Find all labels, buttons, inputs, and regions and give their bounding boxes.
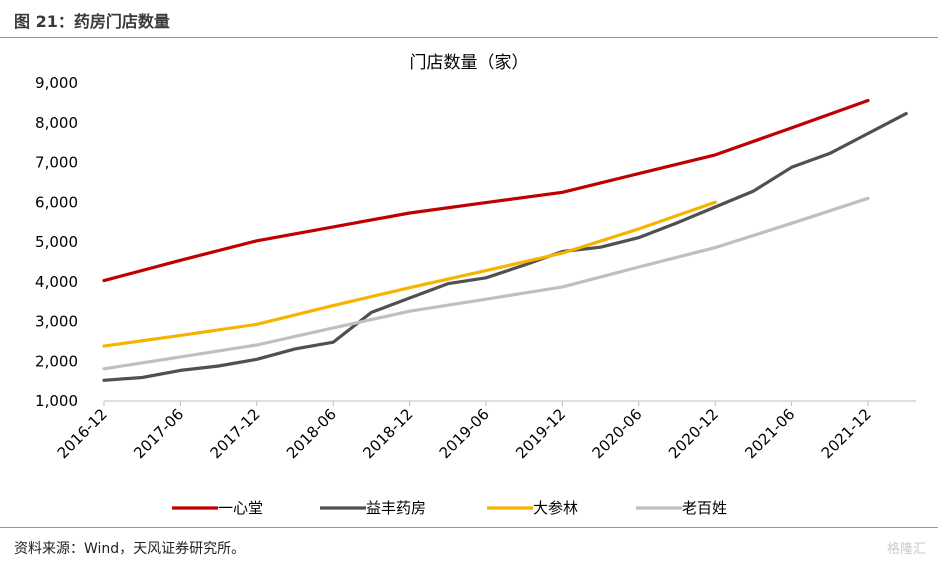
y-tick-label: 1,000 [35,392,78,410]
bottom-divider [0,527,938,528]
legend-label: 老百姓 [682,499,727,517]
legend-label: 益丰药房 [366,499,426,517]
line-chart: 门店数量（家） 1,000 2,000 3,000 4,000 5,000 6,000 7,… [35,53,917,517]
x-tick-label: 2020-12 [665,405,722,462]
y-tick-label: 4,000 [35,273,78,291]
series-line-1 [102,98,870,283]
y-tick-label: 9,000 [35,74,78,92]
y-tick-label: 7,000 [35,154,78,172]
x-tick-label: 2018-12 [359,405,416,462]
legend-label: 大参林 [533,499,578,517]
x-tick-label: 2018-06 [283,405,340,462]
x-tick-label: 2017-06 [130,405,187,462]
x-tick-label: 2019-06 [436,405,493,462]
figure-title: 图 21：药房门店数量 [14,12,170,31]
y-tick-label: 5,000 [35,233,78,251]
y-axis: 1,000 2,000 3,000 4,000 5,000 6,000 7,000 8,000… [35,74,78,410]
x-axis: 2016-12 2017-06 2017-12 2018-06 2018-12 2019-… [54,400,917,462]
series-lines [102,98,908,382]
x-tick-label: 2021-12 [818,405,875,462]
y-tick-label: 6,000 [35,193,78,211]
y-tick-label: 3,000 [35,313,78,331]
series-line-4 [102,196,870,371]
x-tick-label: 2021-06 [741,405,798,462]
legend-label: 一心堂 [218,499,263,517]
x-tick-label: 2017-12 [207,405,264,462]
top-divider [0,37,938,38]
series-line-3 [102,200,717,348]
legend: 一心堂 益丰药房 大参林 老百姓 [172,499,727,517]
watermark: 格隆汇 [886,542,926,557]
x-tick-label: 2019-12 [512,405,569,462]
x-tick-label: 2020-06 [589,405,646,462]
y-tick-label: 2,000 [35,352,78,370]
x-tick-label: 2016-12 [54,405,111,462]
y-tick-label: 8,000 [35,114,78,132]
chart-title: 门店数量（家） [410,53,529,73]
series-line-2 [102,111,908,382]
source-note: 资料来源：Wind，天风证券研究所。 [14,541,246,557]
